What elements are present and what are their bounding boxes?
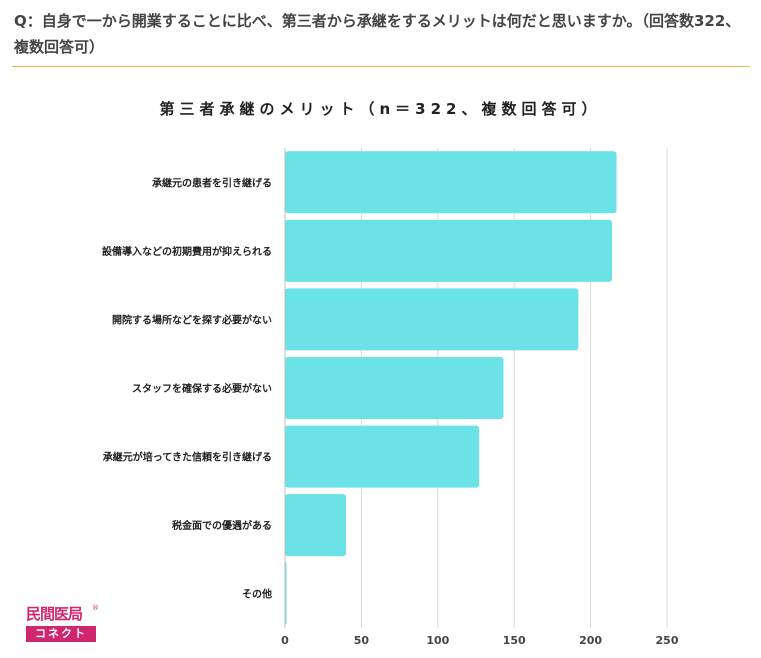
brand-logo: 民間医局 ® コネクト	[26, 604, 100, 644]
category-label: 税金面での優遇がある	[172, 519, 272, 532]
x-tick-label: 100	[426, 634, 449, 647]
category-label: その他	[242, 588, 272, 601]
x-tick-label: 200	[579, 634, 602, 647]
x-tick-label: 150	[503, 634, 526, 647]
category-label: 設備導入などの初期費用が抑えられる	[102, 245, 272, 258]
x-tick-label: 50	[354, 634, 370, 647]
x-tick-label: 250	[656, 634, 679, 647]
category-label: スタッフを確保する必要がない	[132, 382, 272, 395]
chart-title: 第三者承継のメリット（n＝322、複数回答可）	[159, 100, 602, 118]
logo-bottom-text: コネクト	[26, 626, 96, 642]
logo-top-text: 民間医局	[26, 605, 83, 623]
bar	[285, 219, 612, 282]
category-label: 承継元の患者を引き継げる	[152, 176, 272, 189]
bar	[285, 151, 617, 214]
category-label: 承継元が培ってきた信頼を引き継げる	[103, 451, 272, 464]
bar	[285, 425, 480, 488]
registered-mark-icon: ®	[92, 604, 99, 612]
divider-line	[12, 66, 750, 67]
bar	[285, 288, 579, 351]
bar	[285, 494, 347, 557]
category-label: 開院する場所などを探す必要がない	[112, 313, 272, 326]
question-text: Q：自身で一から開業することに比べ、第三者から承継をするメリットは何だと思います…	[14, 12, 741, 56]
x-tick-label: 0	[281, 634, 289, 647]
bar	[285, 357, 504, 419]
